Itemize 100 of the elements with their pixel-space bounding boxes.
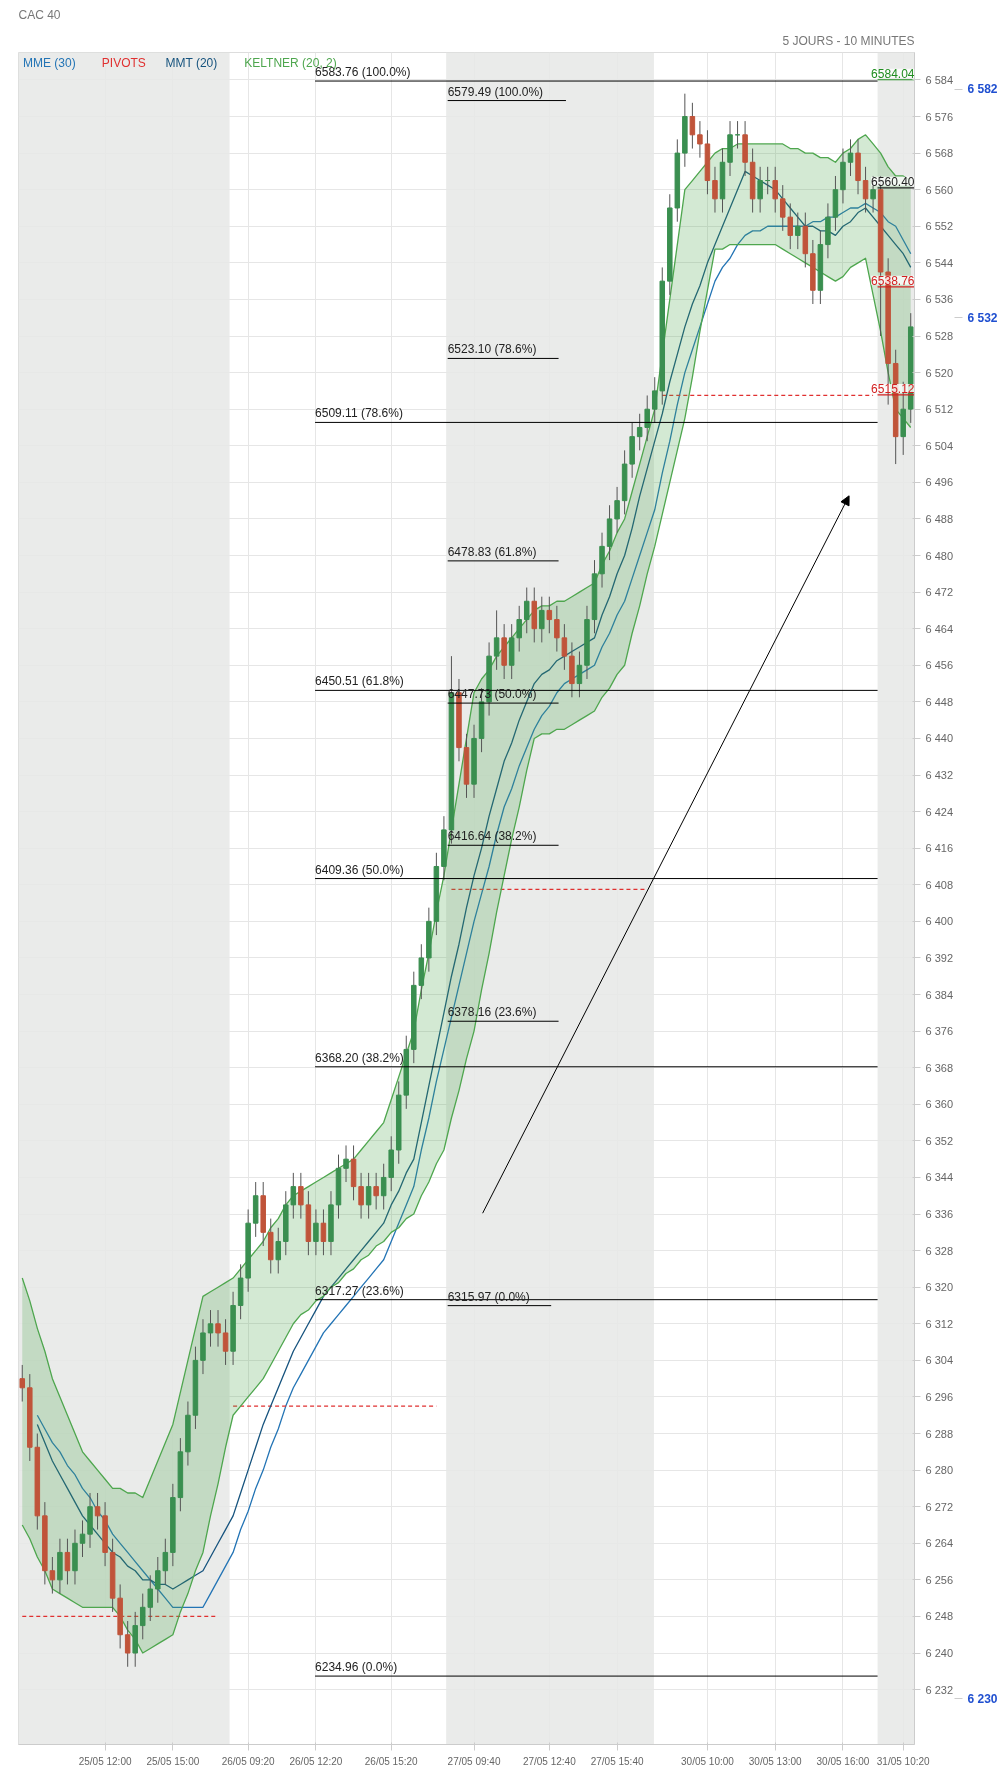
y-tick-label: 6 320	[925, 1281, 954, 1294]
candlestick	[516, 605, 522, 653]
ref-line-label: 6450.51 (61.8%)	[315, 674, 404, 689]
y-tick-label: 6 440	[925, 732, 954, 745]
candlestick	[561, 623, 568, 671]
y-tick-label: 6 360	[925, 1098, 954, 1111]
x-tick-label: 31/05 10:20	[876, 1755, 931, 1767]
x-tick-label: 25/05 15:00	[146, 1755, 200, 1767]
candlestick	[862, 166, 869, 214]
x-tick-label: 26/05 12:20	[289, 1755, 343, 1767]
y-tick-label: 6 368	[925, 1061, 954, 1074]
y-tick-label: 6 496	[925, 476, 954, 489]
candlestick	[614, 486, 620, 534]
ref-line-label: 6538.76	[871, 273, 915, 288]
ref-line-label: 6368.20 (38.2%)	[315, 1050, 404, 1065]
candlestick	[779, 184, 786, 232]
x-tick-label: 26/05 09:20	[221, 1755, 275, 1767]
y-tick-label: 6 312	[925, 1317, 954, 1330]
y-tick-label: 6 432	[925, 769, 954, 782]
candlestick	[343, 1144, 349, 1183]
candlestick	[772, 166, 778, 214]
y-tick-label: 6 560	[925, 183, 954, 196]
x-tick-label: 27/05 12:40	[522, 1755, 577, 1767]
y-tick-label: 6 328	[925, 1244, 954, 1257]
candlestick	[554, 605, 560, 653]
chart-subtitle: 5 JOURS - 10 MINUTES	[782, 33, 915, 48]
y-tick-label: 6 288	[925, 1427, 954, 1440]
ref-line-label: 6560.40	[871, 174, 915, 189]
x-tick-label: 25/05 12:00	[78, 1755, 132, 1767]
ref-line-label: 6579.49 (100.0%)	[447, 84, 544, 99]
candlestick	[712, 166, 718, 214]
candlestick	[847, 138, 854, 177]
y-tick-label: 6 552	[925, 220, 954, 233]
y-tick-label: 6 408	[925, 878, 954, 891]
y-tick-label: 6 424	[925, 805, 954, 818]
y-tick-label: 6 248	[925, 1610, 954, 1623]
y-tick-label: 6 488	[925, 512, 954, 525]
y2-tick-label: 6 532	[967, 310, 998, 325]
candlestick	[275, 1227, 282, 1274]
y-tick-label: 6 480	[925, 549, 954, 562]
y-tick-label: 6 528	[925, 330, 954, 343]
y-tick-label: 6 568	[925, 147, 954, 160]
y-tick-label: 6 456	[925, 659, 954, 672]
candlestick	[576, 651, 583, 698]
text: PIVOTS	[101, 56, 146, 71]
y-tick-label: 6 296	[925, 1390, 954, 1403]
x-tick-label: 30/05 10:00	[681, 1755, 735, 1767]
y-tick-label: 6 384	[925, 988, 954, 1001]
y-tick-label: 6 520	[925, 366, 954, 379]
candlestick	[539, 596, 545, 643]
y2-tick-label: 6 230	[967, 1691, 998, 1706]
y-tick-label: 6 304	[925, 1354, 954, 1367]
candlestick	[298, 1172, 304, 1220]
y-tick-label: 6 512	[925, 403, 954, 416]
y-tick-label: 6 352	[925, 1134, 954, 1147]
y-tick-label: 6 336	[925, 1208, 954, 1221]
y-tick-label: 6 232	[925, 1683, 954, 1696]
y-tick-label: 6 584	[925, 73, 954, 86]
y2-tick-label: 6 582	[967, 82, 998, 97]
ref-line-label: 6478.83 (61.8%)	[447, 544, 537, 559]
candlestick	[373, 1172, 379, 1210]
y-tick-label: 6 344	[925, 1171, 954, 1184]
x-tick-label: 27/05 09:40	[447, 1755, 501, 1767]
ref-line-label: 6509.11 (78.6%)	[315, 406, 403, 421]
candlestick	[546, 596, 553, 634]
y-tick-label: 6 272	[925, 1500, 954, 1513]
y-tick-label: 6 376	[925, 1025, 954, 1038]
y-tick-label: 6 264	[925, 1537, 954, 1550]
x-tick-label: 27/05 15:40	[590, 1755, 644, 1767]
candlestick	[358, 1172, 364, 1220]
candlestick	[320, 1208, 327, 1256]
x-tick-label: 26/05 15:20	[364, 1755, 419, 1767]
candlestick	[313, 1208, 319, 1256]
candlestick	[757, 166, 763, 214]
y-tick-label: 6 448	[925, 695, 954, 708]
y-tick-label: 6 400	[925, 915, 954, 928]
candlestick	[365, 1172, 372, 1220]
ref-line-label: 6234.96 (0.0%)	[315, 1660, 398, 1675]
chart-title: CAC 40	[18, 7, 61, 22]
y-tick-label: 6 240	[925, 1647, 954, 1660]
candlestick	[787, 202, 794, 250]
ref-line-label: 6584.04	[871, 66, 915, 81]
y-tick-label: 6 280	[925, 1464, 954, 1477]
candlestick	[697, 120, 703, 159]
y-tick-label: 6 536	[925, 293, 954, 306]
candlestick	[523, 587, 530, 634]
y-tick-label: 6 504	[925, 439, 954, 452]
y-tick-label: 6 256	[925, 1573, 954, 1586]
y-tick-label: 6 464	[925, 622, 954, 635]
x-tick-label: 30/05 16:00	[816, 1755, 870, 1767]
text: MME (30)	[22, 56, 76, 71]
candlestick	[689, 102, 696, 150]
candlestick	[795, 212, 801, 250]
y-tick-label: 6 472	[925, 586, 954, 599]
ref-line-label: 6515.12	[871, 381, 915, 396]
y-tick-label: 6 416	[925, 842, 954, 855]
x-tick-label: 30/05 13:00	[748, 1755, 803, 1767]
y-tick-label: 6 392	[925, 951, 954, 964]
ref-line-label: 6409.36 (50.0%)	[315, 862, 404, 877]
candlestick	[651, 376, 658, 424]
